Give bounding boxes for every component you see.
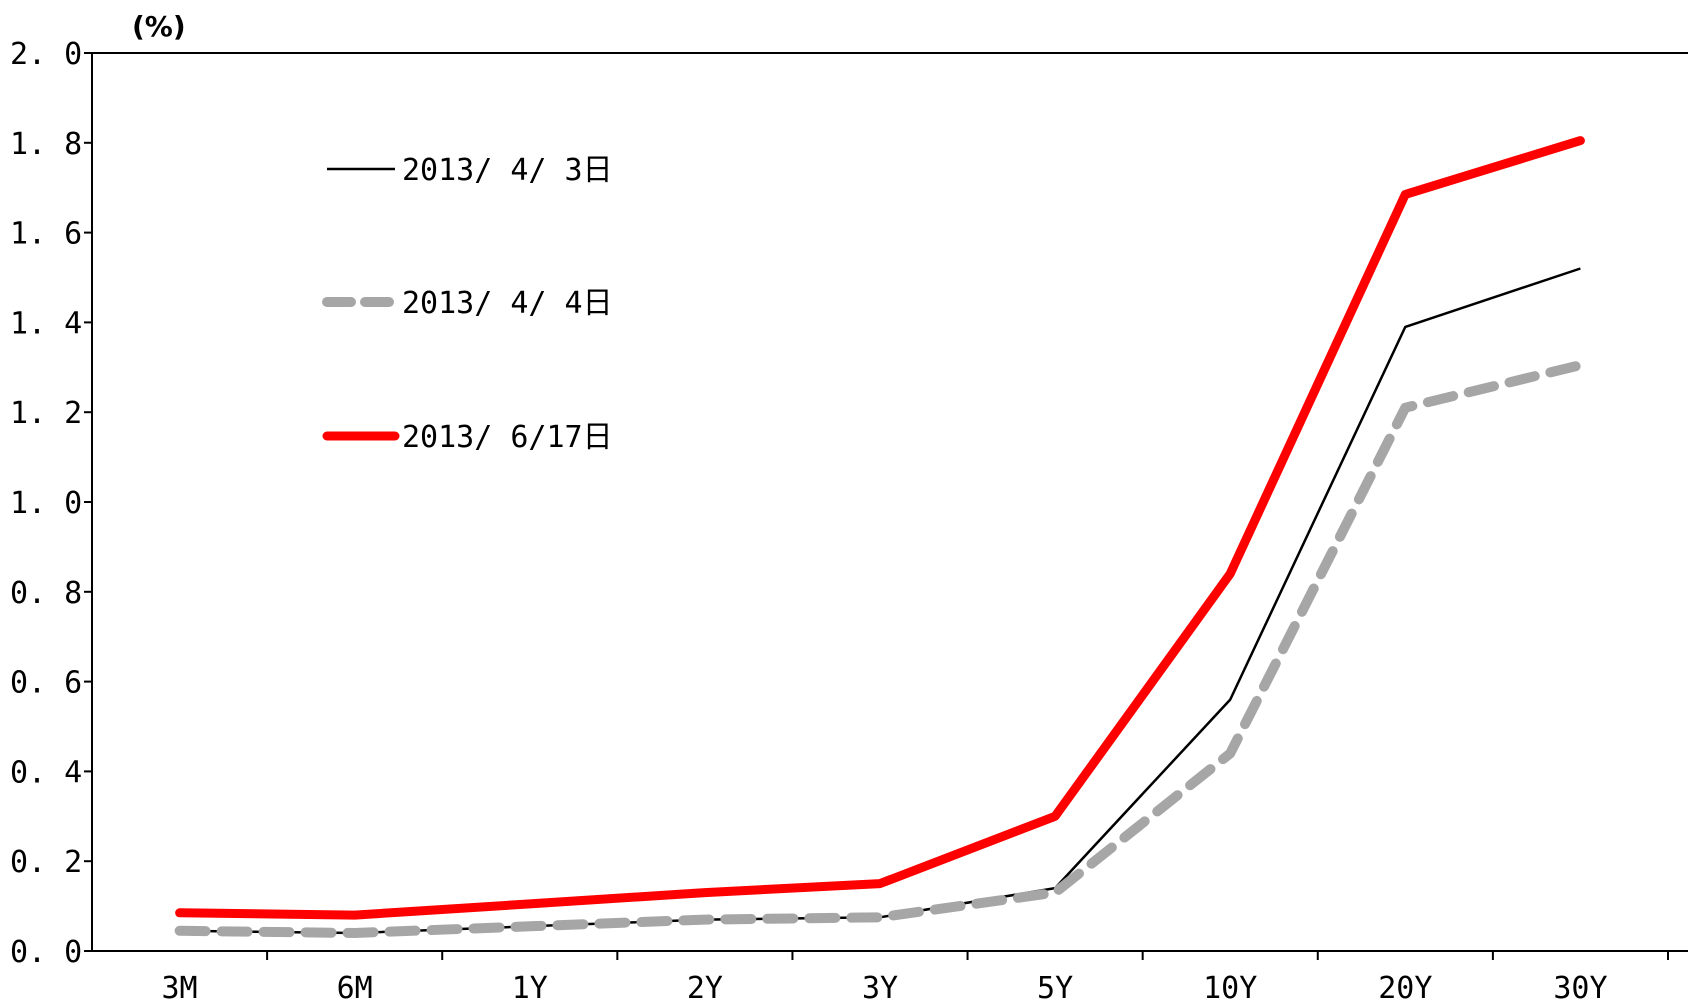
x-tick-label: 1Y xyxy=(512,971,548,1004)
x-tick-label: 3Y xyxy=(862,971,898,1004)
series-line-2 xyxy=(174,360,1586,938)
y-tick-label: 1. 2 xyxy=(10,396,82,431)
y-tick-label: 1. 8 xyxy=(10,127,82,162)
legend-label-3: 2013/ 6/17日 xyxy=(402,420,613,455)
x-tick-label: 6M xyxy=(337,971,373,1004)
x-tick-label: 20Y xyxy=(1378,971,1432,1004)
y-axis-unit-label: (%) xyxy=(132,10,186,43)
axes-layer: 0. 0 0. 2 0. 4 0. 6 0. 8 1. 0 1. 2 1. 4 1. 6 1. 8… xyxy=(10,37,1688,1004)
legend-label-2: 2013/ 4/ 4日 xyxy=(402,286,613,321)
y-tick-label: 0. 4 xyxy=(10,755,82,790)
y-tick-label: 1. 6 xyxy=(10,217,82,252)
y-tick-label: 2. 0 xyxy=(10,37,82,72)
y-tick-label: 0. 6 xyxy=(10,666,82,701)
y-tick-label: 1. 4 xyxy=(10,306,82,341)
y-tick-label: 1. 0 xyxy=(10,486,82,521)
x-tick-label: 10Y xyxy=(1203,971,1257,1004)
legend: 2013/ 4/ 3日 2013/ 4/ 4日 2013/ 6/17日 xyxy=(322,153,613,455)
x-tick-label: 30Y xyxy=(1553,971,1607,1004)
y-tick-label: 0. 2 xyxy=(10,845,82,880)
x-tick-label: 3M xyxy=(161,971,197,1004)
y-tick-label: 0. 8 xyxy=(10,576,82,611)
y-tick-label: 0. 0 xyxy=(10,935,82,970)
series-layer xyxy=(174,136,1586,938)
x-tick-label: 2Y xyxy=(687,971,723,1004)
legend-label-1: 2013/ 4/ 3日 xyxy=(402,153,613,188)
series-line-1 xyxy=(179,267,1581,935)
x-tick-label: 5Y xyxy=(1037,971,1073,1004)
series-line-3 xyxy=(175,136,1585,920)
